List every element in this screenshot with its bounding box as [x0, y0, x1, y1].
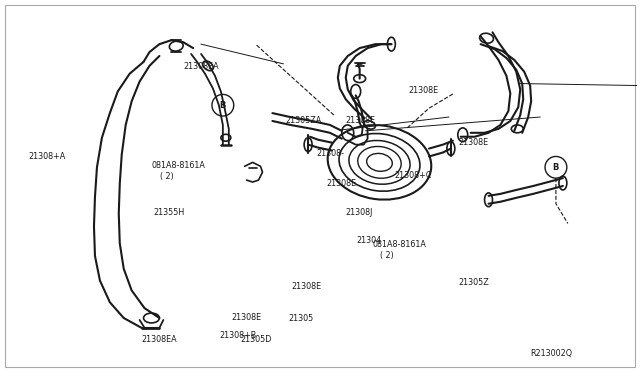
Text: 21308E: 21308E: [326, 179, 356, 187]
Text: 21308E: 21308E: [346, 116, 376, 125]
Text: 21304: 21304: [356, 236, 382, 245]
Text: 21308J: 21308J: [346, 208, 372, 217]
Text: B: B: [553, 163, 559, 172]
Text: 21308E: 21308E: [231, 314, 261, 323]
Text: 21308EA: 21308EA: [141, 335, 177, 344]
Text: 21308E: 21308E: [291, 282, 321, 291]
Text: 21308-: 21308-: [317, 149, 345, 158]
Text: B: B: [220, 101, 226, 110]
Text: R213002Q: R213002Q: [531, 349, 573, 358]
Text: ( 2): ( 2): [380, 251, 394, 260]
Text: 21308+B: 21308+B: [220, 331, 257, 340]
Text: 21305: 21305: [288, 314, 314, 323]
Text: 21308+C: 21308+C: [395, 171, 432, 180]
Text: 21305ZA: 21305ZA: [285, 116, 321, 125]
Text: 081A8-8161A: 081A8-8161A: [372, 240, 426, 249]
Text: 21305Z: 21305Z: [458, 278, 489, 286]
Text: 21308+A: 21308+A: [28, 152, 65, 161]
Text: 21308E: 21308E: [458, 138, 488, 147]
Text: 21308E: 21308E: [409, 86, 439, 95]
Text: 21305D: 21305D: [241, 335, 272, 344]
Text: ( 2): ( 2): [160, 172, 174, 181]
Text: 081A8-8161A: 081A8-8161A: [152, 161, 205, 170]
Text: 21308EA: 21308EA: [184, 62, 220, 71]
Text: 21355H: 21355H: [154, 208, 185, 217]
